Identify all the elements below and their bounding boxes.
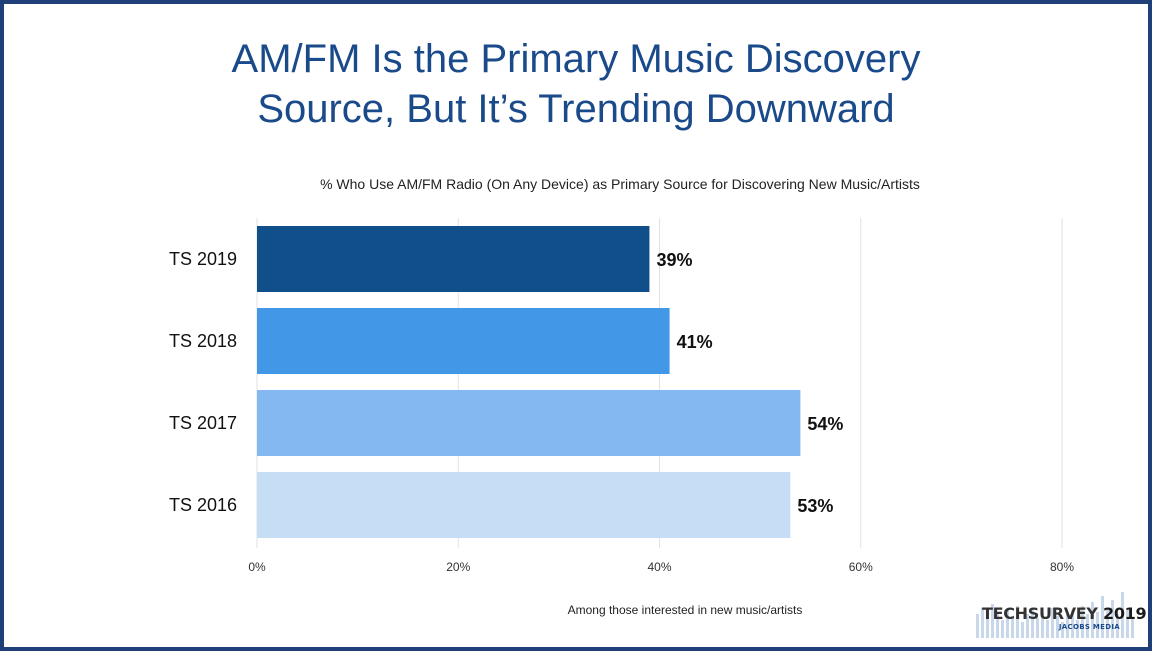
logo-name: TECHSURVEY [982,604,1098,623]
bar [257,390,801,456]
value-label: 39% [656,250,692,270]
x-tick-label: 0% [248,560,266,574]
category-label: TS 2018 [169,331,237,351]
logo-year: 2019 [1103,604,1147,623]
chart-footnote: Among those interested in new music/arti… [567,603,803,617]
category-label: TS 2019 [169,249,237,269]
x-tick-label: 20% [446,560,470,574]
logo-subtext: JACOBS MEDIA [1058,623,1120,631]
chart-title: % Who Use AM/FM Radio (On Any Device) as… [320,176,920,192]
title-line-2: Source, But It’s Trending Downward [257,87,895,131]
bar [257,226,650,292]
x-tick-label: 60% [849,560,873,574]
value-label: 54% [807,414,843,434]
x-tick-label: 80% [1050,560,1074,574]
bar [257,308,670,374]
logo-wordmark: TECHSURVEY 2019 [982,604,1147,623]
value-label: 53% [797,496,833,516]
x-tick-label: 40% [647,560,671,574]
techsurvey-logo: TECHSURVEY 2019 JACOBS MEDIA [970,584,1147,640]
title-line-1: AM/FM Is the Primary Music Discovery [231,37,921,81]
category-label: TS 2017 [169,413,237,433]
category-label: TS 2016 [169,495,237,515]
equalizer-logo-graphic [976,592,1134,638]
bar [257,472,791,538]
slide-title: AM/FM Is the Primary Music Discovery Sou… [0,34,1152,134]
value-label: 41% [677,332,713,352]
